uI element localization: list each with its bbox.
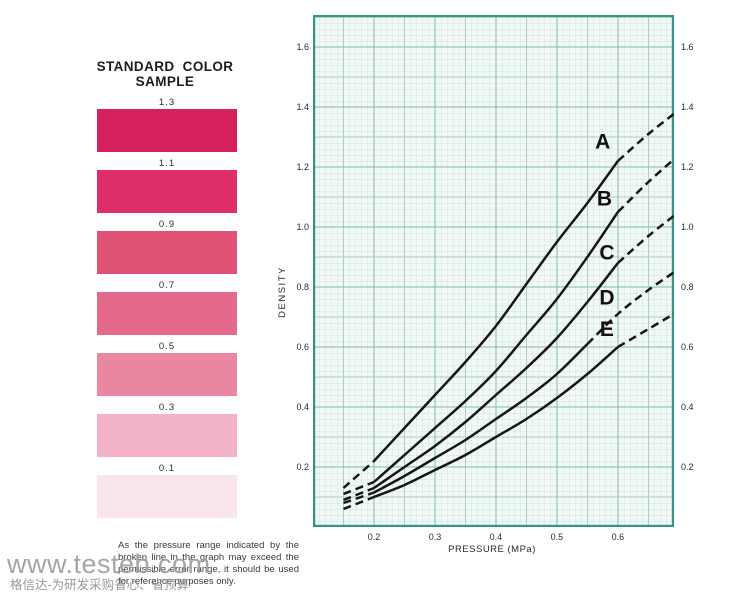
watermark-slogan: 格信达-为研发采购省心、省预算 [10,578,190,592]
curve-C-dashed [343,486,375,502]
disclaimer-text: As the pressure range indicated by the b… [118,539,299,588]
curve-D [373,343,589,494]
y-tick-right-0.2: 0.2 [681,462,694,472]
x-axis-title: PRESSURE (MPa) [448,544,536,555]
y-tick-right-1.0: 1.0 [681,222,694,232]
swatch-item: 0.9 [97,219,237,274]
x-tick-0.6: 0.6 [611,532,625,542]
swatch-color-block [97,292,237,335]
swatch-item: 0.5 [97,341,237,396]
curve-A [373,160,619,462]
curve-label-A: A [595,131,610,154]
y-tick-left-0.4: 0.4 [296,402,309,412]
color-swatch-list: 1.3 1.1 0.9 0.7 0.5 0.3 0.1 [97,97,237,524]
swatch-item: 0.3 [97,402,237,457]
x-tick-0.3: 0.3 [428,532,442,542]
standard-color-sample-title: STANDARD COLOR SAMPLE [65,59,265,89]
y-tick-right-0.6: 0.6 [681,342,694,352]
curve-E [373,346,619,499]
plot-canvas: A B CDE [313,15,674,527]
y-tick-left-1.2: 1.2 [296,162,309,172]
watermark-url: www.testeb.com [7,549,211,579]
y-tick-left-1.0: 1.0 [296,222,309,232]
swatch-density-label: 1.3 [158,97,176,108]
curve-E-dashed [343,495,375,511]
title-line-2: SAMPLE [135,74,195,89]
swatch-item: 0.1 [97,463,237,518]
swatch-density-label: 0.5 [158,341,176,352]
swatch-item: 1.3 [97,97,237,152]
swatch-density-label: 0.3 [158,402,176,413]
curve-B-dashed [343,480,375,496]
curve-B-dashed [617,157,674,213]
y-tick-right-0.4: 0.4 [681,402,694,412]
y-tick-right-0.8: 0.8 [681,282,694,292]
y-tick-right-1.6: 1.6 [681,42,694,52]
swatch-color-block [97,231,237,274]
curve-D-dashed [586,270,674,345]
y-tick-right-1.2: 1.2 [681,162,694,172]
swatch-color-block [97,475,237,518]
curve-C-dashed [617,214,674,264]
curve-label-B: B [597,188,612,211]
x-tick-0.4: 0.4 [489,532,503,542]
swatch-color-block [97,353,237,396]
swatch-density-label: 0.1 [158,463,176,474]
y-tick-right-1.4: 1.4 [681,102,694,112]
curve-A-dashed [342,460,375,489]
swatch-density-label: 1.1 [158,158,176,169]
y-tick-left-0.8: 0.8 [296,282,309,292]
y-tick-left-1.4: 1.4 [296,102,309,112]
x-tick-0.5: 0.5 [550,532,564,542]
swatch-item: 1.1 [97,158,237,213]
x-tick-0.2: 0.2 [367,532,381,542]
swatch-color-block [97,109,237,152]
curve-E-dashed [617,312,674,349]
swatch-density-label: 0.7 [158,280,176,291]
swatch-color-block [97,170,237,213]
curve-label-D: D [599,287,614,310]
curve-C [373,262,619,490]
y-tick-left-0.2: 0.2 [296,462,309,472]
curve-label-E: E [600,318,614,341]
swatch-density-label: 0.9 [158,219,176,230]
title-line-1: STANDARD COLOR [96,59,234,74]
curve-B [373,211,619,483]
y-tick-left-1.6: 1.6 [296,42,309,52]
curve-label-C: C [599,242,614,265]
y-axis-title: DENSITY [277,266,288,318]
y-tick-left-0.6: 0.6 [296,342,309,352]
swatch-item: 0.7 [97,280,237,335]
curve-A-dashed [617,112,674,162]
swatch-color-block [97,414,237,457]
curve-D-dashed [343,491,375,505]
